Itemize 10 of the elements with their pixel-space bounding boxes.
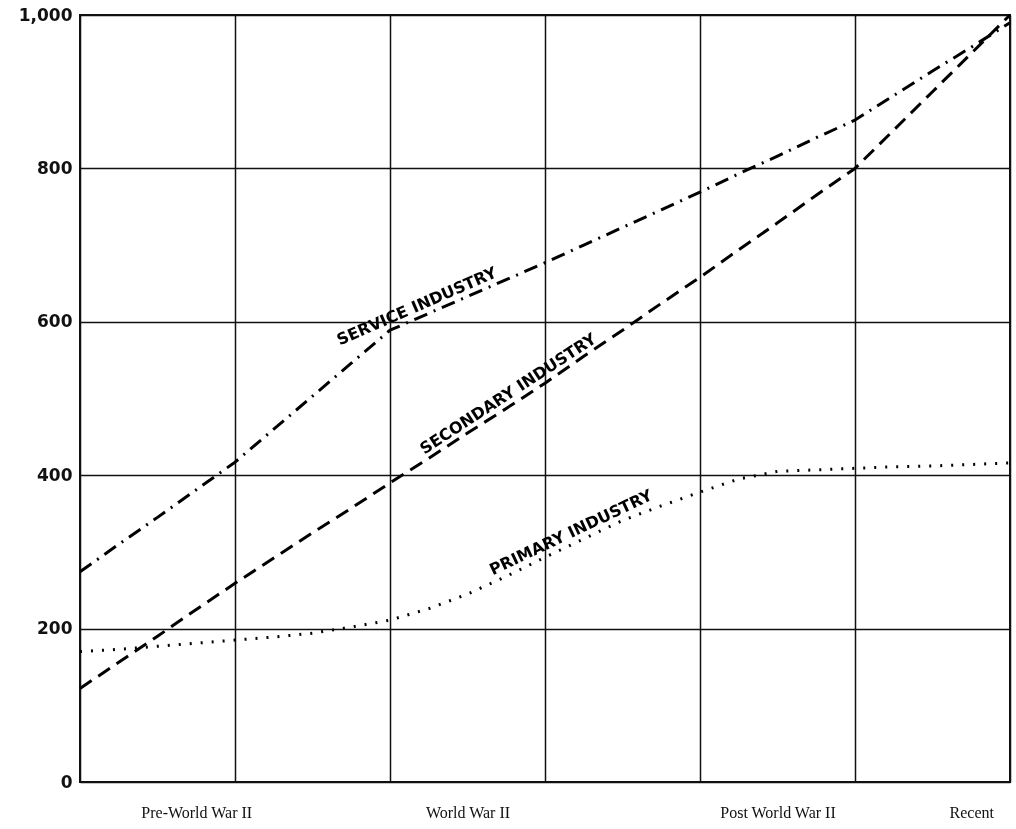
x-tick-label: Pre-World War II [141,803,253,821]
y-tick-label: 0 [60,771,73,792]
x-tick-label: Post World War II [720,803,836,821]
y-tick-label: 600 [37,311,73,332]
y-tick-label: 800 [37,157,73,178]
x-tick-label: Recent [949,803,995,821]
y-tick-label: 400 [37,464,73,485]
x-tick-label: World War II [425,803,511,821]
y-tick-label: 200 [37,618,73,639]
y-tick-label: 1,000 [18,4,73,25]
